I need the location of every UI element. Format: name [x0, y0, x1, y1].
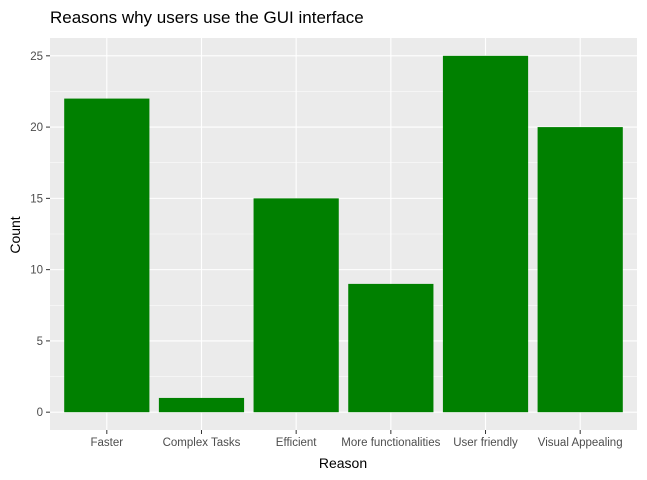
x-axis-ticks: Faster Complex Tasks Efficient More functio… [91, 430, 623, 449]
y-tick-label: 10 [30, 265, 43, 277]
x-tick-label: More functionalities [341, 437, 440, 449]
x-tick-label: Faster [91, 437, 124, 449]
bar-faster [64, 98, 150, 413]
y-tick-label: 25 [30, 51, 43, 63]
bars [64, 55, 623, 413]
bar-user-friendly [442, 55, 529, 413]
bar-efficient [253, 198, 339, 413]
y-axis-title: Count [7, 216, 23, 253]
x-tick-label: Complex Tasks [163, 437, 241, 449]
bar-visual-appealing [537, 127, 623, 413]
chart-title: Reasons why users use the GUI interface [50, 8, 364, 27]
y-axis-ticks: 0 5 10 15 20 25 [30, 51, 50, 419]
bar-more-functionalities [348, 283, 434, 413]
x-tick-label: User friendly [453, 437, 518, 449]
y-tick-label: 0 [37, 407, 43, 419]
y-tick-label: 15 [30, 193, 43, 205]
x-tick-label: Visual Appealing [538, 437, 623, 449]
y-tick-label: 5 [37, 336, 43, 348]
y-tick-label: 20 [30, 122, 43, 134]
x-axis-title: Reason [319, 455, 367, 471]
x-tick-label: Efficient [276, 437, 318, 449]
bar-complex-tasks [158, 397, 245, 413]
